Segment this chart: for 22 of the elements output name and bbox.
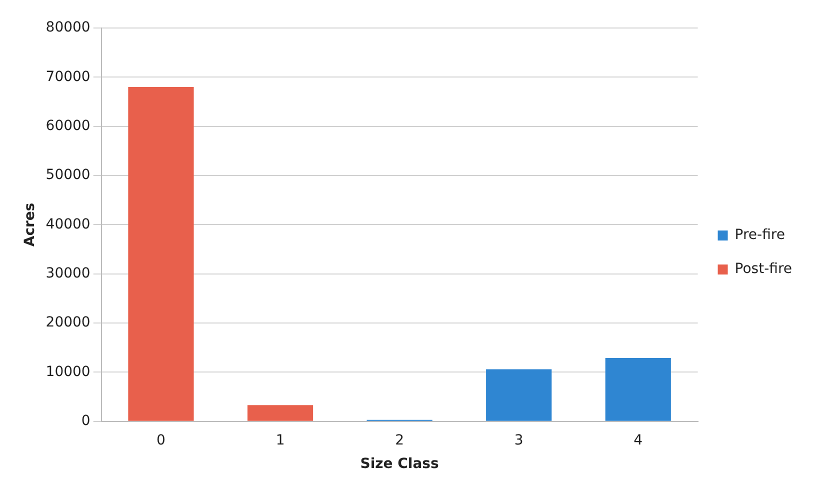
y-tick-label: 20000 <box>46 314 90 331</box>
y-axis-title: Acres <box>22 202 38 247</box>
y-tick-label: 40000 <box>46 216 90 232</box>
x-tick-label: 3 <box>514 432 524 448</box>
x-tick-label: 4 <box>634 432 643 448</box>
bar <box>128 87 194 421</box>
x-tick-label: 1 <box>276 432 285 448</box>
legend-label: Post-fire <box>734 261 792 278</box>
y-tick-label: 60000 <box>46 118 90 134</box>
bar <box>247 405 314 421</box>
y-tick-label: 70000 <box>46 68 90 85</box>
bar <box>605 358 671 421</box>
y-tick-label: 80000 <box>46 20 90 36</box>
y-tick-label: 0 <box>81 413 90 430</box>
bar <box>486 369 552 421</box>
legend-label: Pre-fire <box>734 227 785 244</box>
x-tick-label: 0 <box>156 432 166 448</box>
x-tick-label: 2 <box>395 432 404 448</box>
y-tick-label: 30000 <box>46 266 90 282</box>
y-tick-label: 50000 <box>46 167 90 184</box>
x-axis-title: Size Class <box>360 456 439 472</box>
y-tick-label: 10000 <box>46 364 90 380</box>
